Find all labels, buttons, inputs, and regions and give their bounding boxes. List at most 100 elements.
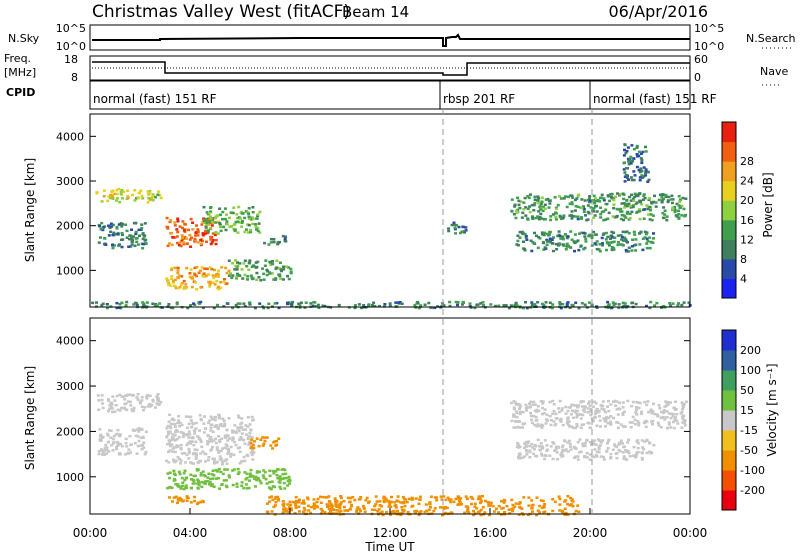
heatmap-cell [355, 510, 359, 513]
heatmap-cell [667, 423, 671, 426]
heatmap-cell [111, 395, 115, 398]
heatmap-cell [234, 303, 238, 307]
heatmap-cell [442, 507, 446, 510]
heatmap-cell [635, 153, 639, 156]
heatmap-cell [528, 210, 532, 214]
heatmap-cell [518, 412, 522, 416]
heatmap-cell [587, 400, 591, 403]
heatmap-cell [197, 437, 201, 440]
heatmap-cell [188, 433, 192, 436]
date-label: 06/Apr/2016 [608, 2, 708, 21]
heatmap-cell [665, 402, 669, 405]
heatmap-cell [559, 417, 563, 421]
heatmap-cell [213, 268, 216, 272]
heatmap-cell [225, 302, 229, 305]
heatmap-cell [651, 410, 655, 413]
heatmap-cell [497, 304, 501, 307]
heatmap-cell [564, 248, 568, 251]
heatmap-cell [136, 393, 140, 396]
heatmap-cell [130, 238, 134, 241]
heatmap-cell [196, 241, 200, 244]
heatmap-cell [576, 458, 580, 461]
heatmap-cell [118, 409, 122, 412]
heatmap-cell [276, 468, 280, 471]
heatmap-cell [191, 482, 195, 485]
heatmap-cell [661, 193, 665, 197]
heatmap-cell [508, 512, 512, 515]
heatmap-cell [524, 403, 528, 407]
heatmap-cell [196, 234, 200, 237]
heatmap-cell [189, 501, 193, 504]
heatmap-cell [180, 476, 184, 480]
heatmap-cell [102, 189, 106, 192]
heatmap-cell [255, 217, 259, 220]
heatmap-cell [518, 404, 522, 408]
heatmap-cell [621, 401, 625, 404]
heatmap-cell [571, 416, 575, 419]
heatmap-cell [526, 441, 530, 444]
heatmap-cell [635, 451, 639, 454]
heatmap-cell [281, 500, 285, 503]
heatmap-cell [659, 193, 662, 196]
heatmap-cell [236, 427, 240, 430]
heatmap-cell [276, 495, 280, 499]
heatmap-cell [644, 150, 648, 153]
heatmap-cell [410, 505, 414, 508]
heatmap-cell [631, 204, 635, 207]
heatmap-cell [218, 221, 222, 225]
heatmap-cell [589, 206, 593, 209]
heatmap-cell [478, 501, 482, 505]
heatmap-cell [528, 402, 531, 406]
heatmap-cell [402, 510, 406, 513]
heatmap-cell [189, 442, 192, 445]
heatmap-cell [217, 275, 221, 279]
heatmap-cell [272, 240, 276, 244]
heatmap-cell [98, 437, 102, 441]
heatmap-cell [468, 302, 472, 305]
x-tick-label: 08:00 [273, 526, 308, 540]
heatmap-cell [356, 506, 360, 510]
heatmap-cell [617, 306, 621, 309]
heatmap-cell [173, 224, 177, 227]
heatmap-cell [417, 306, 421, 310]
heatmap-cell [209, 210, 213, 213]
heatmap-cell [580, 423, 584, 426]
heatmap-cell [342, 505, 346, 509]
heatmap-cell [643, 236, 647, 239]
heatmap-cell [643, 230, 647, 234]
heatmap-cell [472, 513, 476, 517]
heatmap-cell [282, 476, 286, 480]
heatmap-cell [256, 226, 260, 230]
heatmap-cell [377, 304, 381, 308]
heatmap-cell [597, 248, 601, 251]
heatmap-cell [619, 207, 623, 211]
heatmap-cell [227, 269, 231, 273]
freq-right-tick-bottom: 0 [694, 71, 701, 84]
heatmap-cell [623, 302, 627, 305]
heatmap-cell [289, 267, 293, 271]
heatmap-cell [211, 274, 215, 277]
heatmap-cell [321, 495, 325, 499]
heatmap-cell [225, 282, 229, 285]
heatmap-cell [536, 246, 540, 250]
heatmap-cell [540, 506, 544, 510]
heatmap-cell [173, 422, 177, 426]
colorbar-tick-label: 20 [740, 194, 754, 207]
heatmap-cell [257, 222, 261, 225]
heatmap-cell [636, 442, 640, 445]
heatmap-cell [240, 421, 244, 424]
heatmap-cell [183, 235, 187, 239]
heatmap-cell [577, 248, 581, 252]
heatmap-cell [284, 235, 287, 238]
heatmap-cell [118, 200, 122, 204]
heatmap-cell [639, 167, 643, 170]
heatmap-cell [666, 199, 670, 202]
heatmap-cell [144, 430, 148, 434]
heatmap-cell [199, 269, 202, 272]
heatmap-cell [225, 468, 229, 471]
heatmap-cell [640, 458, 644, 461]
heatmap-cell [95, 191, 99, 194]
heatmap-cell [269, 237, 273, 241]
heatmap-cell [319, 512, 323, 515]
heatmap-cell [653, 194, 656, 198]
